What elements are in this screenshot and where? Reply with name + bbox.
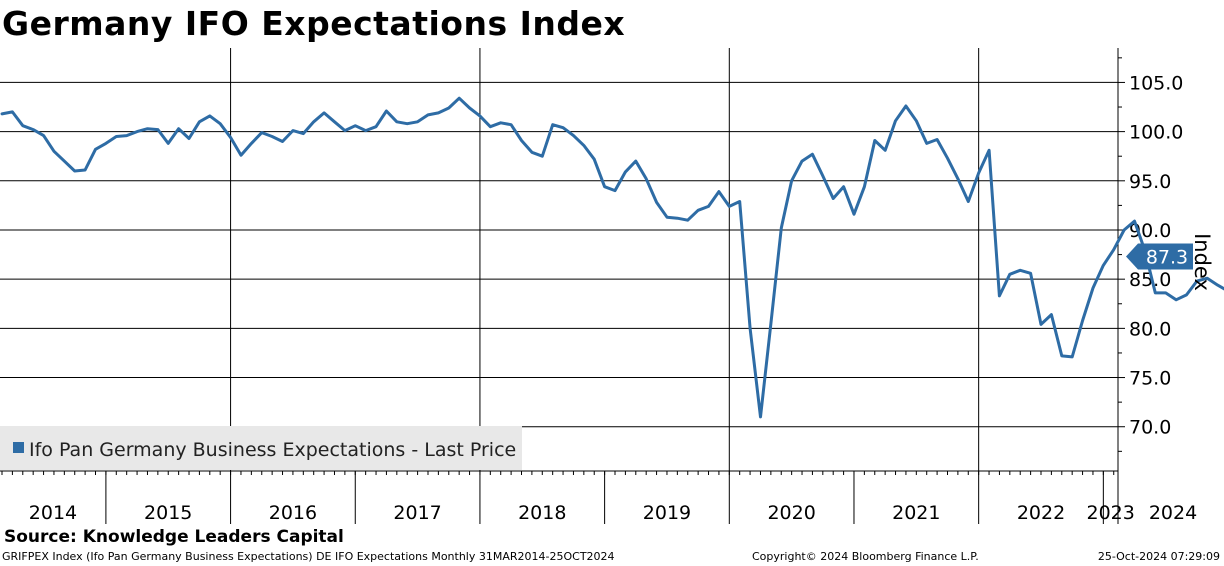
x-tick-label-2014: 2014 [29, 502, 77, 524]
footer-copyright: Copyright© 2024 Bloomberg Finance L.P. [752, 550, 979, 563]
legend-label: Ifo Pan Germany Business Expectations - … [29, 439, 516, 461]
y-tick-label-85.0: 85.0 [1129, 269, 1171, 291]
x-tick-label-2024: 2024 [1149, 502, 1197, 524]
legend[interactable]: Ifo Pan Germany Business Expectations - … [0, 426, 522, 470]
series-line-ifo-expectations [0, 96, 1224, 419]
legend-box [0, 426, 522, 470]
x-tick-label-2015: 2015 [144, 502, 192, 524]
y-tick-label-95.0: 95.0 [1129, 171, 1171, 193]
y-axis-label: Index [1190, 233, 1214, 291]
x-tick-label-2019: 2019 [643, 502, 691, 524]
x-tick-label-2023: 2023 [1086, 502, 1134, 524]
x-tick-label-2018: 2018 [518, 502, 566, 524]
last-value-label: 87.3 [1146, 247, 1188, 269]
last-value-marker: 87.3 [1126, 243, 1193, 270]
y-tick-label-105.0: 105.0 [1129, 72, 1183, 94]
footer-timestamp: 25-Oct-2024 07:29:09 [1097, 550, 1220, 563]
y-tick-label-100.0: 100.0 [1129, 122, 1183, 144]
series-layer [0, 96, 1224, 419]
x-tick-label-2016: 2016 [269, 502, 317, 524]
y-tick-label-75.0: 75.0 [1129, 368, 1171, 390]
source-note: Source: Knowledge Leaders Capital [4, 527, 344, 547]
chart-title: Germany IFO Expectations Index [2, 4, 626, 43]
plot-frame [0, 48, 1119, 524]
x-tick-label-2017: 2017 [393, 502, 441, 524]
x-axis: 2014 2015 2016 2017 2018 2019 2020 2021 2022 2023… [1, 471, 1197, 524]
legend-swatch [13, 442, 24, 453]
x-tick-label-2021: 2021 [892, 502, 940, 524]
grid-lines [0, 48, 1118, 471]
x-tick-label-2022: 2022 [1017, 502, 1065, 524]
y-tick-label-70.0: 70.0 [1129, 417, 1171, 439]
last-value-tag [1126, 243, 1193, 270]
y-tick-label-80.0: 80.0 [1129, 318, 1171, 340]
footer-index-description: GRIFPEX Index (Ifo Pan Germany Business … [2, 550, 615, 563]
x-tick-label-2020: 2020 [767, 502, 815, 524]
